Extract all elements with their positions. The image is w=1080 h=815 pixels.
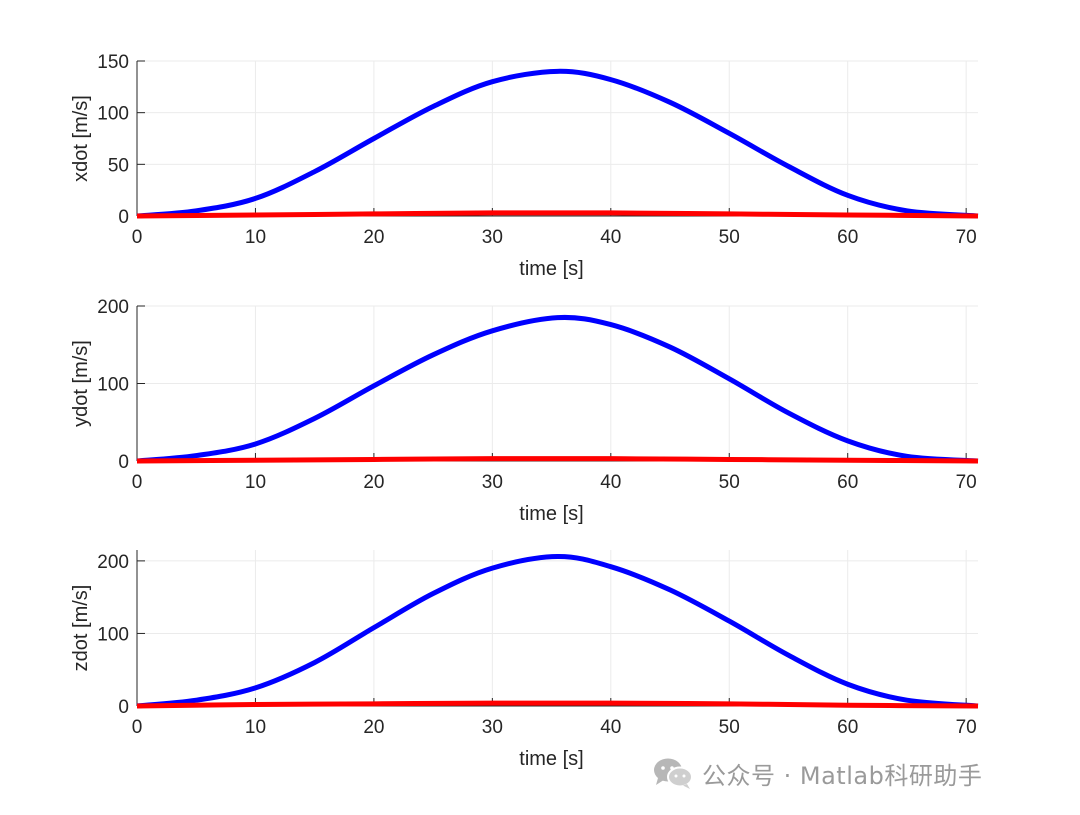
y-tick-label: 200 — [97, 552, 129, 573]
x-tick-label: 10 — [245, 472, 266, 493]
x-tick-label: 70 — [956, 717, 977, 738]
x-tick-label: 60 — [837, 227, 858, 248]
x-tick-label: 30 — [482, 472, 503, 493]
x-tick-label: 40 — [600, 472, 621, 493]
wechat-icon — [654, 758, 693, 789]
x-tick-label: 50 — [719, 227, 740, 248]
y-axis-label: zdot [m/s] — [70, 585, 92, 672]
y-tick-label: 200 — [97, 297, 129, 318]
series-line-2 — [136, 700, 979, 709]
series-line-1 — [136, 314, 979, 464]
x-tick-label: 10 — [245, 717, 266, 738]
x-tick-label: 40 — [600, 227, 621, 248]
subplot-1: 0 10 20 30 40 50 60 70 0 50 100 150 time [s] xdot [m/… — [70, 52, 979, 280]
y-axis-label: xdot [m/s] — [70, 95, 92, 182]
series-line-2 — [136, 456, 979, 464]
watermark-text: 公众号 · Matlab科研助手 — [702, 761, 983, 790]
subplot-2: 0 10 20 30 40 50 60 70 0 100 200 time [s] ydot [m/s] — [70, 297, 979, 525]
x-tick-label: 70 — [956, 227, 977, 248]
x-tick-label: 30 — [482, 227, 503, 248]
x-tick-label: 0 — [132, 227, 143, 248]
subplot-3: 0 10 20 30 40 50 60 70 0 100 200 time [s] zdot [m/s] — [70, 550, 979, 770]
series-line-1 — [136, 554, 979, 709]
x-tick-label: 0 — [132, 717, 143, 738]
y-tick-label: 100 — [97, 375, 129, 396]
y-tick-label: 100 — [97, 624, 129, 645]
series-line-1 — [136, 68, 979, 219]
y-tick-label: 150 — [97, 52, 129, 73]
x-axis-label: time [s] — [519, 748, 583, 770]
x-axis-label: time [s] — [519, 258, 583, 280]
x-tick-label: 60 — [837, 717, 858, 738]
x-tick-label: 20 — [363, 717, 384, 738]
x-tick-label: 50 — [719, 717, 740, 738]
x-tick-label: 60 — [837, 472, 858, 493]
series-line-2 — [136, 210, 979, 219]
y-tick-label: 50 — [108, 155, 129, 176]
y-tick-label: 100 — [97, 104, 129, 125]
watermark: 公众号 · Matlab科研助手 — [652, 755, 982, 791]
x-tick-label: 20 — [363, 472, 384, 493]
x-tick-label: 20 — [363, 227, 384, 248]
y-tick-label: 0 — [118, 697, 129, 718]
x-axis-label: time [s] — [519, 503, 583, 525]
x-tick-label: 10 — [245, 227, 266, 248]
x-tick-label: 50 — [719, 472, 740, 493]
y-tick-label: 0 — [118, 207, 129, 228]
x-tick-label: 70 — [956, 472, 977, 493]
y-axis-label: ydot [m/s] — [70, 340, 92, 427]
x-tick-label: 40 — [600, 717, 621, 738]
x-tick-label: 0 — [132, 472, 143, 493]
y-tick-label: 0 — [118, 452, 129, 473]
x-tick-label: 30 — [482, 717, 503, 738]
